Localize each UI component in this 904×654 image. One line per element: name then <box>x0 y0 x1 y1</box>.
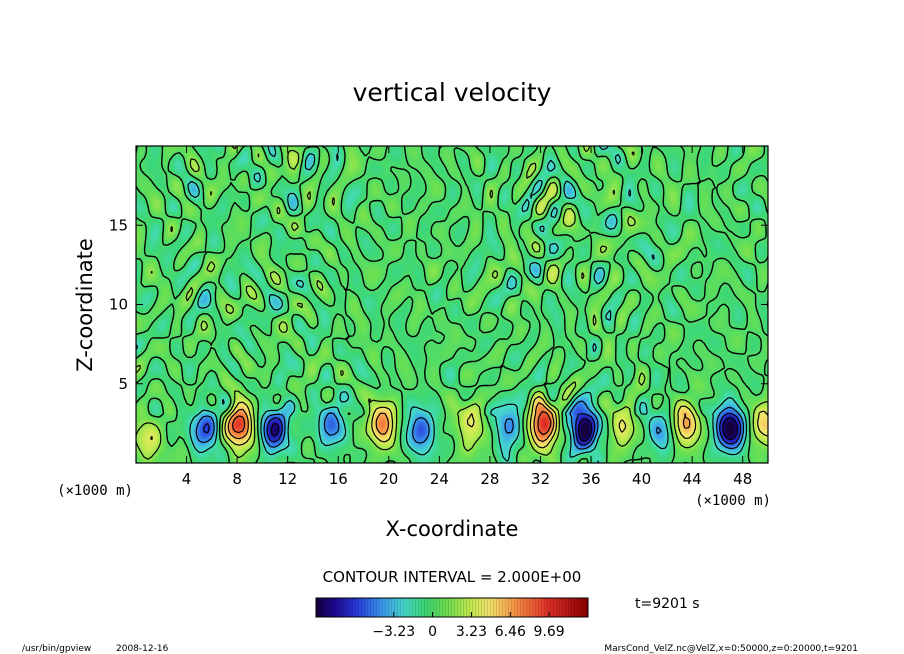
x-tick-label: 36 <box>581 470 600 488</box>
x-tick-label: 24 <box>430 470 449 488</box>
footer-date: 2008-12-16 <box>116 644 169 654</box>
y-axis-label: Z-coordinate <box>73 238 97 372</box>
colorbar-tick-label: 3.23 <box>456 624 487 640</box>
x-tick-label: 48 <box>733 470 752 488</box>
heatmap-field <box>136 146 768 463</box>
x-tick-label: 20 <box>379 470 398 488</box>
colorbar-gradient <box>316 598 588 617</box>
contour-level <box>149 395 768 449</box>
y-axis-ticks: 5 10 15 <box>109 216 768 393</box>
y-axis-unit-label: (×1000 m) <box>57 483 133 499</box>
colorbar-tick-label: 0 <box>428 624 437 640</box>
x-axis-label: X-coordinate <box>386 517 519 541</box>
contour-level <box>203 412 742 446</box>
chart-title: vertical velocity <box>353 78 552 107</box>
contour-lines <box>136 146 768 463</box>
contour-level <box>136 146 748 463</box>
footer-program: /usr/bin/gpview <box>22 644 91 654</box>
contour-level <box>136 146 768 460</box>
x-tick-label: 44 <box>683 470 702 488</box>
time-label: t=9201 s <box>635 596 700 612</box>
x-tick-label: 8 <box>232 470 242 488</box>
contour-interval-label: CONTOUR INTERVAL = 2.000E+00 <box>323 568 582 586</box>
y-tick-label: 5 <box>118 375 128 393</box>
contour-level <box>227 402 691 443</box>
x-tick-label: 32 <box>531 470 550 488</box>
x-axis-ticks: 4 8 12 16 20 24 28 32 36 40 44 48 <box>182 146 752 488</box>
colorbar-ticks: −3.23 0 3.23 6.46 9.69 <box>372 612 565 640</box>
colorbar-frame <box>315 597 589 618</box>
contour-level <box>270 417 739 442</box>
y-tick-label: 15 <box>109 216 128 234</box>
x-tick-label: 4 <box>182 470 192 488</box>
contour-level <box>232 410 552 436</box>
colorbar-tick-label: −3.23 <box>372 624 415 640</box>
x-tick-label: 16 <box>329 470 348 488</box>
x-axis-unit-label: (×1000 m) <box>695 493 771 509</box>
x-tick-label: 28 <box>480 470 499 488</box>
footer-source: MarsCond_VelZ.nc@VelZ,x=0:50000,z=0:2000… <box>604 644 858 654</box>
y-tick-label: 10 <box>109 296 128 314</box>
x-tick-label: 12 <box>278 470 297 488</box>
colorbar-tick-label: 6.46 <box>495 624 526 640</box>
colorbar-tick-label: 9.69 <box>534 624 565 640</box>
x-tick-label: 40 <box>632 470 651 488</box>
colorbar: −3.23 0 3.23 6.46 9.69 <box>315 597 589 640</box>
contour-level <box>195 400 745 450</box>
